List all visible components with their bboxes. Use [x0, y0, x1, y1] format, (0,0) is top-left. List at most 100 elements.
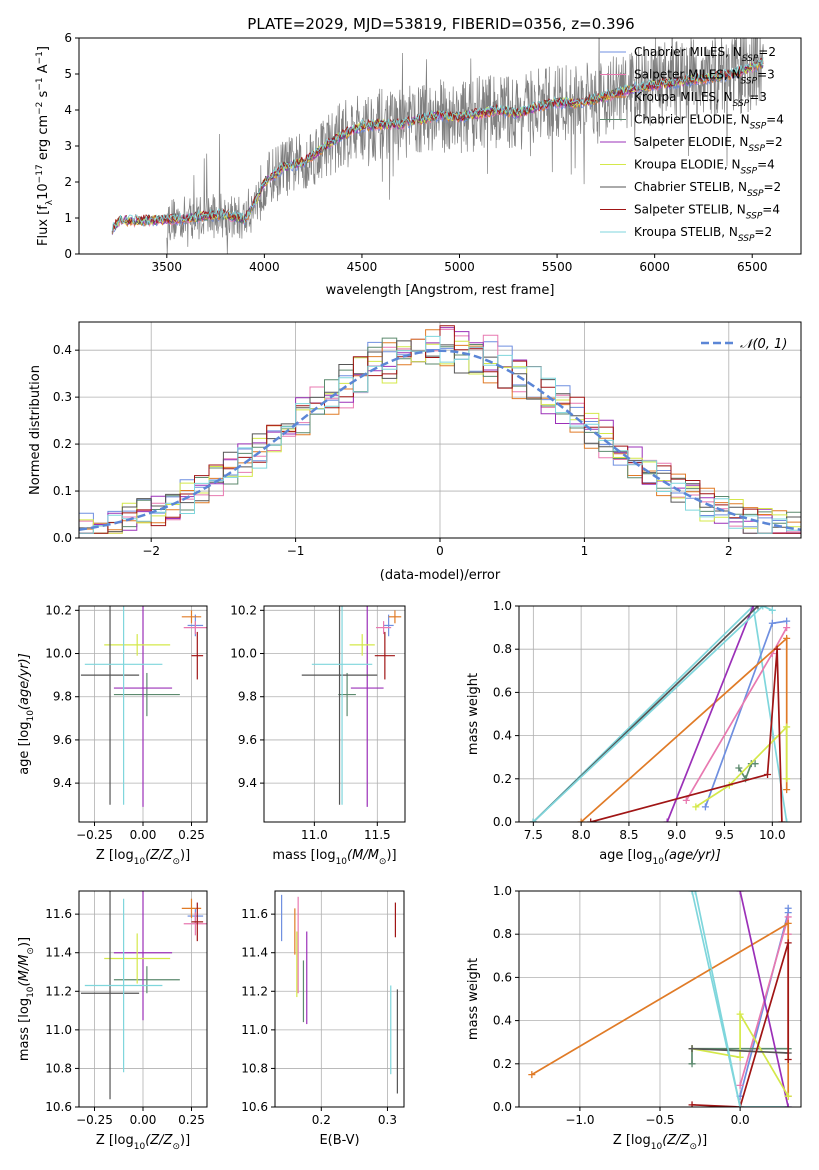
x-tick-label: −2: [142, 544, 160, 558]
weight-marker: [663, 818, 671, 822]
x-axis-label-part: (Z/Z: [145, 848, 173, 863]
x-axis-label-part: )]: [180, 1133, 190, 1148]
y-tick-label: 0.1: [53, 484, 72, 498]
weight-line: [580, 636, 788, 822]
x-tick-label: 0.25: [178, 828, 205, 842]
x-axis-label: Z [log10(Z/Z⊙)]: [613, 1133, 707, 1152]
x-axis-label: Z [log10(Z/Z⊙)]: [96, 848, 190, 867]
weight-line: [695, 724, 788, 808]
weight-marker: [587, 818, 595, 822]
axes-frame: [78, 605, 208, 823]
x-tick-label: 0.0: [731, 1113, 750, 1127]
axes-frame: [78, 321, 802, 539]
x-tick-label: 8.5: [619, 828, 638, 842]
y-tick-label: 6: [64, 31, 72, 45]
y-tick-label: 0.4: [53, 343, 72, 357]
weight-line: [691, 1010, 789, 1097]
y-tick-label: 0.4: [493, 729, 512, 743]
x-tick-label: 5000: [444, 260, 475, 274]
age-vs-mass-panel: 11.0 11.5 9.4 9.6 9.8 10.0 10.2 mass [log10(M/M…: [230, 603, 406, 867]
y-tick-label: 3: [64, 139, 72, 153]
mass-vs-ebv-panel: 0.2 0.3 10.6 10.8 11.0 11.2 11.4 11.6 E(B-V): [241, 890, 405, 1148]
x-axis-label-part: 10: [336, 857, 348, 867]
x-tick-label: 2: [725, 544, 733, 558]
y-tick-label: 10.0: [230, 647, 257, 661]
legend-label-part: Salpeter STELIB, N: [634, 203, 746, 217]
y-tick-label: 10.6: [45, 1100, 72, 1114]
weight-marker: [688, 1101, 696, 1107]
weight-line: [666, 606, 754, 822]
weight-marker: [691, 891, 699, 895]
legend-label-part: =4: [766, 113, 784, 127]
weight-marker: [784, 1092, 792, 1100]
weight-marker: [773, 645, 781, 653]
weight-marker: [768, 606, 776, 614]
legend-label-part: =4: [757, 158, 775, 172]
y-tick-label: 10.8: [241, 1061, 268, 1075]
spectrum-model-line: [111, 57, 764, 232]
x-tick-label: 0.25: [178, 1113, 205, 1127]
legend-label-part: =3: [757, 68, 775, 82]
x-axis-label-part: (Z/Z: [145, 1133, 173, 1148]
legend-label: Salpeter MILES, NSSP=3: [634, 68, 775, 87]
y-axis-label-part: ]: [36, 46, 51, 51]
x-axis-label: Z [log10(Z/Z⊙)]: [96, 1133, 190, 1152]
weight-marker: [701, 803, 709, 811]
y-tick-label: 0.8: [493, 927, 512, 941]
y-tick-label: 0.3: [53, 390, 72, 404]
y-tick-label: 11.6: [241, 907, 268, 921]
y-axis-label-part: ⊙: [26, 947, 36, 955]
y-axis-label-part: λ: [45, 199, 55, 205]
x-tick-label: −1.0: [565, 1113, 594, 1127]
y-axis-label-part: −1: [35, 51, 45, 64]
x-tick-label: 9.5: [715, 828, 734, 842]
x-tick-label: 1: [581, 544, 589, 558]
x-tick-label: 0.00: [130, 828, 157, 842]
axes-frame: [78, 890, 208, 1108]
weight-marker: [759, 606, 767, 610]
y-axis-label: Normed distribution: [28, 365, 43, 495]
y-axis-label-part: 10: [36, 183, 51, 200]
y-axis-label: mass weight: [466, 958, 481, 1040]
legend-label: Kroupa MILES, NSSP=3: [634, 90, 767, 109]
weight-line: [691, 942, 790, 1107]
y-tick-label: 11.0: [45, 1023, 72, 1037]
legend-label-part: Chabrier ELODIE, N: [634, 113, 750, 127]
y-tick-label: 9.6: [238, 733, 257, 747]
x-tick-label: 10.0: [759, 828, 786, 842]
y-tick-label: 0.6: [493, 970, 512, 984]
figure-title: PLATE=2029, MJD=53819, FIBERID=0356, z=0…: [247, 15, 634, 33]
x-tick-label: −1: [287, 544, 305, 558]
y-tick-label: 5: [64, 67, 72, 81]
x-axis-label-part: (M/M: [347, 848, 379, 863]
y-tick-label: 1.0: [493, 599, 512, 613]
x-axis-label-part: 10: [652, 857, 664, 867]
y-axis-label: Flux [fλ10−17 erg cm−2 s−1 A−1]: [35, 46, 55, 246]
x-axis-label-part: ⊙: [172, 857, 180, 867]
y-axis-label-part: age [log: [17, 722, 32, 775]
weight-marker: [682, 796, 690, 804]
legend-label-part: =2: [754, 225, 772, 239]
legend-label-part: SSP: [746, 212, 763, 222]
y-axis-label-part: (M/M: [17, 955, 32, 987]
x-axis-label-part: )]: [180, 848, 190, 863]
x-tick-label: −0.25: [76, 828, 113, 842]
x-tick-label: 7.5: [524, 828, 543, 842]
x-axis-label-part: Z [log: [613, 1133, 651, 1148]
y-tick-label: 0.0: [53, 531, 72, 545]
y-tick-label: 9.6: [53, 733, 72, 747]
x-axis-label: mass [log10(M/M⊙)]: [272, 848, 396, 867]
x-axis-label-part: Z [log: [96, 1133, 134, 1148]
weight-marker: [764, 770, 772, 778]
weight-marker: [784, 919, 792, 927]
y-tick-label: 0.6: [493, 685, 512, 699]
x-axis-label-part: )]: [697, 1133, 707, 1148]
y-tick-label: 11.2: [241, 984, 268, 998]
y-tick-label: 0.4: [493, 1014, 512, 1028]
y-tick-label: 10.8: [45, 1061, 72, 1075]
x-tick-label: 3500: [152, 260, 183, 274]
y-tick-label: 0.0: [493, 815, 512, 829]
x-axis-label-part: 10: [134, 1142, 146, 1152]
x-axis-label-part: (age/yr)]: [664, 848, 721, 863]
legend-label-part: Kroupa STELIB, N: [634, 225, 738, 239]
